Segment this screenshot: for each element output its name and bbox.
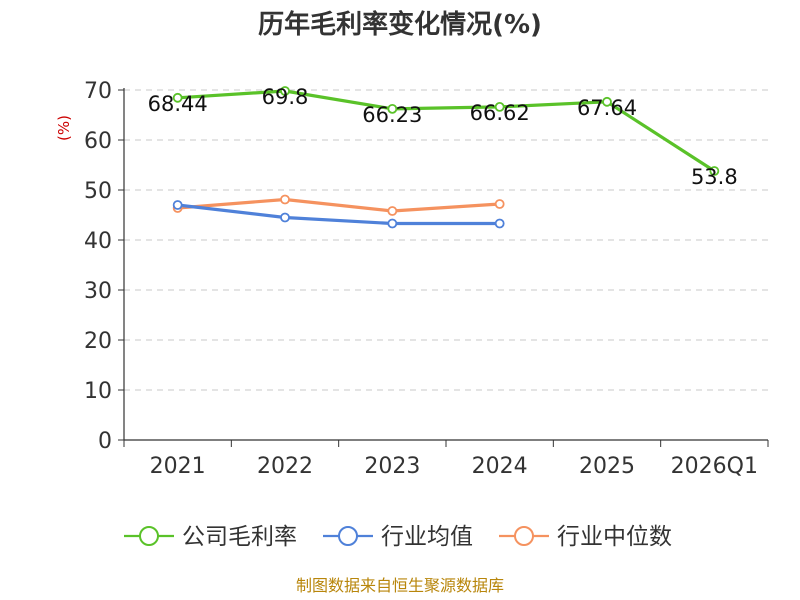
y-tick-label: 60 (84, 129, 112, 154)
data-point (280, 212, 290, 223)
data-point (709, 166, 720, 176)
data-point (280, 86, 290, 96)
data-point (494, 102, 505, 112)
x-tick-label: 2022 (257, 454, 313, 479)
series-line (176, 89, 716, 173)
data-point (494, 199, 505, 209)
series-points (172, 86, 720, 229)
series-line (176, 197, 502, 213)
x-tick-label: 2021 (150, 454, 206, 479)
data-label: 68.44 (148, 92, 208, 116)
data-label: 69.8 (262, 85, 309, 109)
y-axis-ticks: 0 10 20 30 40 50 60 70 (84, 79, 124, 454)
data-point (387, 218, 398, 229)
y-tick-label: 10 (84, 379, 112, 404)
axes (123, 88, 768, 441)
data-label: 66.23 (362, 103, 422, 127)
x-tick-label: 2025 (579, 454, 635, 479)
data-labels: 68.44 69.8 66.23 66.62 67.64 53.8 (148, 85, 738, 189)
y-tick-label: 20 (84, 329, 112, 354)
y-axis-unit-label: (%) (55, 115, 73, 141)
y-tick-label: 30 (84, 279, 112, 304)
y-tick-label: 70 (84, 79, 112, 104)
series-line (176, 203, 502, 226)
chart-title: 历年毛利率变化情况(%) (258, 9, 542, 40)
y-tick-label: 40 (84, 229, 112, 254)
legend: 公司毛利率 行业均值 行业中位数 (124, 524, 672, 550)
data-point (602, 96, 612, 107)
legend-label: 公司毛利率 (182, 524, 297, 550)
legend-swatch-marker (514, 526, 534, 546)
data-point (172, 200, 183, 210)
x-tick-label: 2026Q1 (671, 454, 758, 479)
legend-swatch-marker (139, 526, 159, 546)
x-tick-label: 2023 (364, 454, 420, 479)
data-point (494, 218, 505, 229)
y-tick-label: 50 (84, 179, 112, 204)
x-tick-label: 2024 (472, 454, 528, 479)
data-point (280, 194, 290, 205)
source-note: 制图数据来自恒生聚源数据库 (296, 576, 504, 595)
data-point (172, 92, 183, 103)
legend-label: 行业均值 (381, 524, 473, 550)
y-tick-label: 0 (98, 429, 112, 454)
data-label: 66.62 (470, 101, 530, 125)
legend-swatch-marker (338, 526, 358, 546)
data-label: 53.8 (691, 165, 738, 189)
legend-label: 行业中位数 (557, 524, 672, 550)
series-lines (176, 89, 716, 226)
gridlines (124, 89, 768, 391)
data-point (387, 206, 398, 216)
data-label: 67.64 (577, 96, 637, 120)
x-axis-ticks: 2021 2022 2023 2024 2025 2026Q1 (123, 440, 769, 479)
data-point (387, 103, 398, 114)
